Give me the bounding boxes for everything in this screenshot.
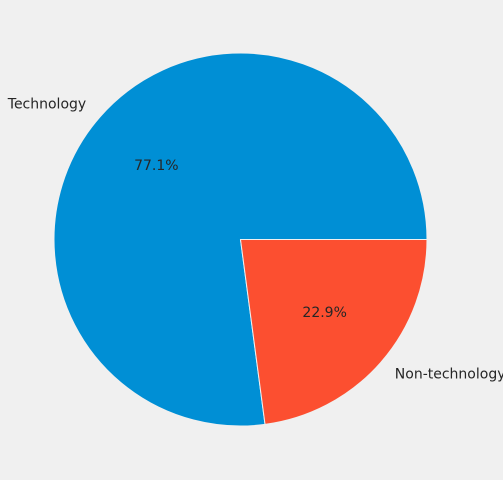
slice-label-1: Non-technology	[395, 367, 503, 383]
percent-label-1: 22.9%	[302, 305, 346, 321]
percent-label-0: 77.1%	[134, 158, 178, 174]
pie-slice-1	[239, 239, 428, 425]
pie-labels: Technology 77.1% Non-technology 22.9%	[7, 96, 503, 382]
pie-slices	[53, 52, 428, 427]
slice-label-0: Technology	[7, 96, 86, 112]
